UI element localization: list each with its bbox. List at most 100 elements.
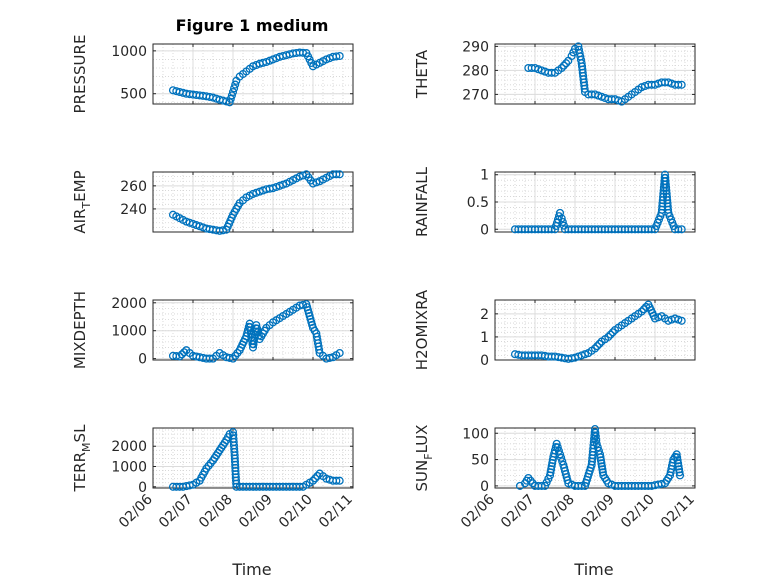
minor-grid (495, 44, 695, 104)
data-point (335, 348, 344, 358)
data-point (335, 170, 344, 179)
data-series (515, 425, 685, 490)
y-tick-label: 2 (480, 307, 489, 323)
subplot-6: 0 1 2 H2OMIXRA (413, 289, 696, 370)
data-point (335, 476, 344, 485)
data-point (595, 339, 604, 348)
data-point (185, 481, 194, 490)
data-point (557, 63, 566, 73)
y-tick-label: 2000 (111, 439, 147, 455)
data-point (554, 446, 563, 455)
data-point (555, 208, 565, 217)
y-tick-label: 1 (480, 168, 489, 184)
data-point (677, 316, 686, 325)
axes-box (152, 43, 354, 105)
y-tick-label: 2000 (111, 296, 147, 312)
data-point (557, 453, 566, 462)
data-point (595, 450, 605, 459)
data-point (552, 439, 561, 448)
data-point (597, 459, 606, 468)
data-point (675, 468, 684, 477)
axes-box (494, 43, 696, 105)
y-tick-label: 240 (120, 202, 147, 218)
y-tick-label: 0 (138, 352, 147, 368)
y-tick-label: 1000 (111, 460, 147, 476)
y-axis-label: H2OMIXRA (413, 289, 431, 370)
data-point (562, 59, 571, 68)
data-series (168, 48, 344, 107)
data-point (592, 436, 601, 445)
data-point (311, 474, 320, 483)
data-point (674, 462, 683, 471)
axes-box (494, 299, 696, 361)
y-axis-label: TERRMSL (71, 424, 93, 493)
y-tick-label: 1 (480, 330, 489, 346)
x-axis-label-right: Time (573, 560, 613, 579)
y-axis-label: AIRTEMP (71, 170, 93, 233)
data-point (606, 330, 615, 339)
data-point (673, 453, 682, 462)
data-point (593, 443, 602, 452)
data-point (231, 80, 240, 89)
data-point (298, 300, 308, 309)
y-axis-label: MIXDEPTH (71, 291, 89, 369)
y-tick-label: 100 (462, 426, 489, 442)
data-point (230, 84, 239, 93)
data-point (580, 84, 589, 93)
data-point (547, 68, 556, 77)
data-point (598, 465, 607, 474)
y-tick-label: 0.5 (467, 195, 489, 211)
data-point (590, 425, 600, 434)
data-point (604, 332, 613, 341)
data-point (180, 348, 189, 357)
y-tick-label: 0 (138, 480, 147, 496)
y-axis-label: RAINFALL (413, 166, 431, 237)
y-axis-label: THETA (413, 49, 431, 99)
data-point (674, 225, 683, 234)
data-series (524, 42, 686, 106)
subplot-4: 0 0.5 1 RAINFALL (413, 166, 696, 238)
data-point (672, 450, 681, 459)
data-point (308, 476, 318, 485)
y-tick-label: 280 (462, 63, 489, 79)
data-series (510, 170, 686, 234)
data-point (590, 344, 600, 353)
y-tick-label: 0 (480, 479, 489, 495)
subplot-3: 240 260 AIRTEMP (71, 170, 354, 235)
y-tick-label: 500 (120, 87, 147, 103)
data-point (553, 443, 562, 452)
data-point (226, 94, 235, 103)
axes-box (152, 171, 354, 233)
subplot-1: 500 1000 PRESSURE (71, 35, 354, 114)
data-point (591, 432, 600, 441)
data-point (332, 170, 341, 179)
data-point (673, 456, 682, 465)
data-point (596, 453, 605, 462)
major-grid (495, 44, 695, 104)
data-point (557, 214, 566, 223)
data-point (637, 307, 646, 316)
data-point (228, 87, 238, 97)
data-series (510, 300, 686, 363)
data-point (608, 328, 617, 337)
data-point (325, 353, 334, 362)
data-point (559, 61, 568, 70)
y-tick-label: 290 (462, 39, 489, 55)
data-point (597, 462, 606, 471)
data-point (675, 471, 685, 480)
data-point (225, 98, 234, 107)
data-point (674, 459, 683, 468)
data-point (222, 97, 231, 106)
data-point (558, 217, 567, 227)
y-axis-label: PRESSURE (71, 35, 89, 114)
y-tick-label: 1000 (111, 44, 147, 60)
data-point (335, 51, 344, 61)
axes-box (152, 299, 354, 361)
subplot-2: 270 280 290 THETA (413, 39, 696, 106)
data-point (172, 352, 181, 361)
data-point (596, 456, 606, 465)
data-point (674, 465, 684, 474)
axes-box (494, 427, 696, 489)
data-point (332, 476, 341, 485)
